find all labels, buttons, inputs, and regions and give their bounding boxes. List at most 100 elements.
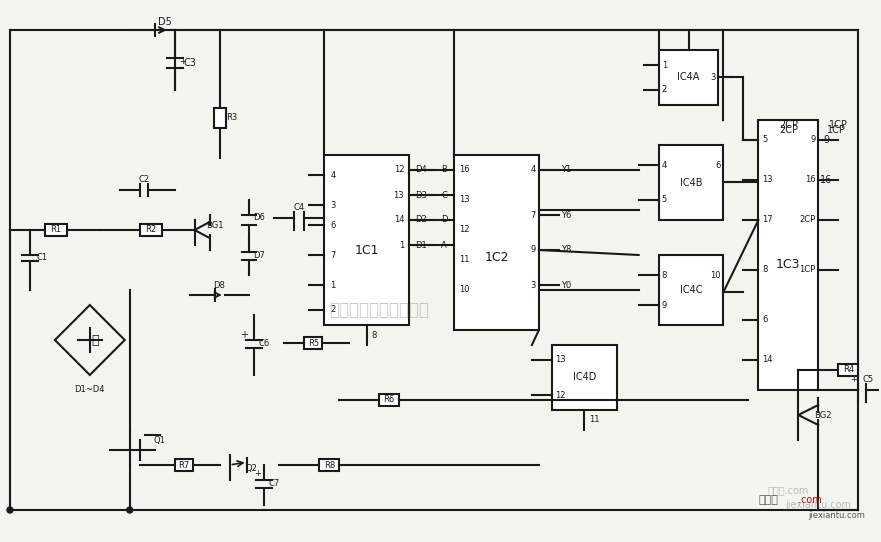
Text: R8: R8 xyxy=(323,461,335,469)
Text: 摄线图: 摄线图 xyxy=(759,495,778,505)
Text: 1: 1 xyxy=(330,281,336,289)
Text: R4: R4 xyxy=(842,365,854,375)
Text: D2: D2 xyxy=(415,216,427,224)
Bar xyxy=(454,155,539,330)
Bar xyxy=(659,255,723,325)
Text: 14: 14 xyxy=(762,356,773,365)
Text: R2: R2 xyxy=(145,225,156,235)
Text: 2CP: 2CP xyxy=(779,120,798,130)
Text: +: + xyxy=(179,57,186,67)
Text: 8: 8 xyxy=(662,270,667,280)
Text: C1: C1 xyxy=(36,254,48,262)
Text: D4: D4 xyxy=(415,165,427,175)
Text: D5: D5 xyxy=(158,17,172,27)
Text: 2: 2 xyxy=(662,86,667,94)
Text: 木: 木 xyxy=(91,333,99,346)
Text: 摄线图.com: 摄线图.com xyxy=(767,485,809,495)
Circle shape xyxy=(7,507,13,513)
Text: IC4D: IC4D xyxy=(573,372,596,383)
Text: 9: 9 xyxy=(810,136,815,145)
Bar xyxy=(324,155,409,325)
Text: 12: 12 xyxy=(394,165,404,175)
Text: 1CP: 1CP xyxy=(826,125,846,135)
Text: 7: 7 xyxy=(330,250,336,260)
Text: B: B xyxy=(441,165,447,175)
Text: +: + xyxy=(254,469,261,479)
Text: Y6: Y6 xyxy=(560,210,571,220)
Bar xyxy=(659,145,723,220)
Text: C3: C3 xyxy=(183,58,196,68)
Text: D1~D4: D1~D4 xyxy=(75,385,105,395)
Text: 6: 6 xyxy=(330,221,336,229)
Text: Y8: Y8 xyxy=(560,246,571,255)
Text: 4: 4 xyxy=(662,160,667,170)
Text: Q1: Q1 xyxy=(153,436,166,444)
Text: 3: 3 xyxy=(530,281,536,289)
Text: .com: .com xyxy=(798,495,822,505)
Text: A: A xyxy=(441,241,447,249)
Text: jiexiantu.com: jiexiantu.com xyxy=(785,500,851,510)
Text: C7: C7 xyxy=(269,480,280,488)
Bar xyxy=(838,364,858,376)
Text: 10: 10 xyxy=(710,270,721,280)
Text: IC4A: IC4A xyxy=(677,73,700,82)
Bar xyxy=(552,345,617,410)
Text: +: + xyxy=(850,376,856,384)
Text: 杭州将睿科技有限公司: 杭州将睿科技有限公司 xyxy=(329,301,429,319)
Text: 9: 9 xyxy=(530,246,536,255)
Text: 13: 13 xyxy=(555,356,566,365)
Text: C2: C2 xyxy=(138,176,149,184)
Text: 13: 13 xyxy=(762,176,773,184)
Text: D3: D3 xyxy=(415,190,427,199)
Text: IC4C: IC4C xyxy=(680,285,702,295)
Bar xyxy=(379,394,399,406)
Text: 10: 10 xyxy=(459,286,470,294)
Text: 17: 17 xyxy=(762,216,773,224)
Text: IC4B: IC4B xyxy=(680,177,702,188)
Text: R5: R5 xyxy=(307,339,319,347)
Text: R1: R1 xyxy=(50,225,62,235)
Text: 16: 16 xyxy=(804,176,815,184)
Text: Y1: Y1 xyxy=(560,165,571,175)
Text: D1: D1 xyxy=(415,241,427,249)
Text: Q2: Q2 xyxy=(246,463,257,473)
Bar xyxy=(759,120,818,390)
Text: 2: 2 xyxy=(330,306,336,314)
Text: 1: 1 xyxy=(399,241,404,249)
Text: 1CP: 1CP xyxy=(829,120,848,130)
Text: R7: R7 xyxy=(178,461,189,469)
Bar xyxy=(319,459,339,471)
Text: 14: 14 xyxy=(394,216,404,224)
Text: C4: C4 xyxy=(293,203,305,211)
Bar xyxy=(304,337,322,349)
Bar xyxy=(659,50,719,105)
Bar xyxy=(140,224,161,236)
Text: +: + xyxy=(241,330,248,340)
Text: 9: 9 xyxy=(823,135,829,145)
Text: 2CP: 2CP xyxy=(799,216,815,224)
Text: 11: 11 xyxy=(589,416,600,424)
Text: Y0: Y0 xyxy=(560,281,571,289)
Text: 13: 13 xyxy=(459,196,470,204)
Text: 4: 4 xyxy=(330,171,336,179)
Text: 3: 3 xyxy=(330,201,336,210)
Text: 16: 16 xyxy=(820,175,833,185)
Text: D: D xyxy=(440,216,448,224)
Bar xyxy=(213,108,226,128)
Text: 1C2: 1C2 xyxy=(485,251,508,264)
Text: 7: 7 xyxy=(530,210,536,220)
Text: 2CP: 2CP xyxy=(779,125,798,135)
Text: 6: 6 xyxy=(762,315,767,325)
Text: 1C3: 1C3 xyxy=(776,259,801,272)
Text: jiexiantu.com: jiexiantu.com xyxy=(808,511,865,519)
Text: 12: 12 xyxy=(555,390,566,399)
Text: BG1: BG1 xyxy=(206,221,223,229)
Bar xyxy=(45,224,67,236)
Text: 16: 16 xyxy=(459,165,470,175)
Text: 5: 5 xyxy=(662,196,667,204)
Text: 11: 11 xyxy=(459,255,470,264)
Circle shape xyxy=(127,507,133,513)
Text: C5: C5 xyxy=(862,376,874,384)
Text: 8: 8 xyxy=(762,266,767,274)
Text: 3: 3 xyxy=(710,73,715,81)
